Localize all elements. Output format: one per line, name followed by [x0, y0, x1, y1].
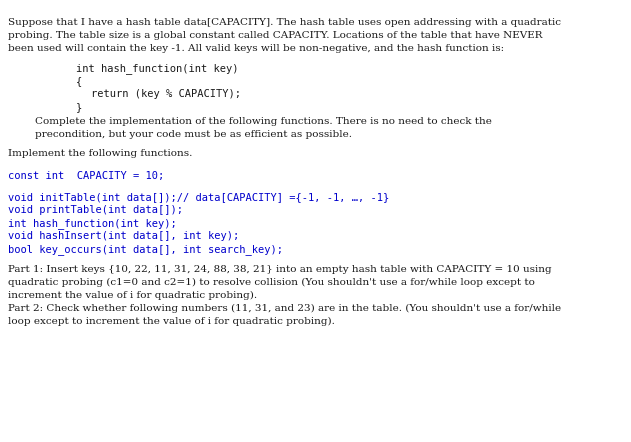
Text: increment the value of i for quadratic probing).: increment the value of i for quadratic p… [8, 291, 257, 300]
Text: Part 2: Check whether following numbers (11, 31, and 23) are in the table. (You : Part 2: Check whether following numbers … [8, 304, 561, 313]
Text: void hashInsert(int data[], int key);: void hashInsert(int data[], int key); [8, 231, 239, 241]
Text: return (key % CAPACITY);: return (key % CAPACITY); [91, 89, 242, 99]
Text: probing. The table size is a global constant called CAPACITY. Locations of the t: probing. The table size is a global cons… [8, 31, 542, 40]
Text: quadratic probing (c1=0 and c2=1) to resolve collision (You shouldn't use a for/: quadratic probing (c1=0 and c2=1) to res… [8, 278, 534, 287]
Text: been used will contain the key -1. All valid keys will be non-negative, and the : been used will contain the key -1. All v… [8, 44, 504, 53]
Text: Part 1: Insert keys {10, 22, 11, 31, 24, 88, 38, 21} into an empty hash table wi: Part 1: Insert keys {10, 22, 11, 31, 24,… [8, 265, 551, 274]
Text: loop except to increment the value of i for quadratic probing).: loop except to increment the value of i … [8, 317, 334, 326]
Text: Implement the following functions.: Implement the following functions. [8, 149, 192, 158]
Text: precondition, but your code must be as efficient as possible.: precondition, but your code must be as e… [35, 130, 351, 139]
Text: Suppose that I have a hash table data[CAPACITY]. The hash table uses open addres: Suppose that I have a hash table data[CA… [8, 18, 560, 27]
Text: {: { [76, 76, 82, 86]
Text: int hash_function(int key);: int hash_function(int key); [8, 218, 176, 229]
Text: }: } [76, 102, 82, 112]
Text: bool key_occurs(int data[], int search_key);: bool key_occurs(int data[], int search_k… [8, 244, 283, 255]
Text: int hash_function(int key): int hash_function(int key) [76, 63, 239, 74]
Text: Complete the implementation of the following functions. There is no need to chec: Complete the implementation of the follo… [35, 117, 492, 126]
Text: const int  CAPACITY = 10;: const int CAPACITY = 10; [8, 171, 164, 181]
Text: void printTable(int data[]);: void printTable(int data[]); [8, 205, 182, 215]
Text: void initTable(int data[]);// data[CAPACITY] ={-1, -1, …, -1}: void initTable(int data[]);// data[CAPAC… [8, 192, 389, 202]
